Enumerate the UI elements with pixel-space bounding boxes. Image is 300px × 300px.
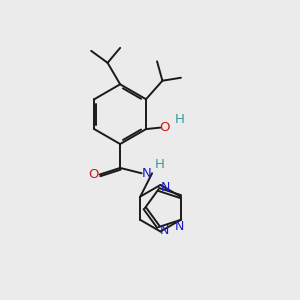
Text: N: N bbox=[174, 220, 184, 233]
Text: N: N bbox=[142, 167, 152, 180]
Text: N: N bbox=[160, 182, 170, 194]
Text: O: O bbox=[159, 121, 170, 134]
Text: H: H bbox=[155, 158, 165, 171]
Text: H: H bbox=[175, 113, 185, 126]
Text: N: N bbox=[160, 224, 169, 237]
Text: O: O bbox=[88, 168, 99, 181]
